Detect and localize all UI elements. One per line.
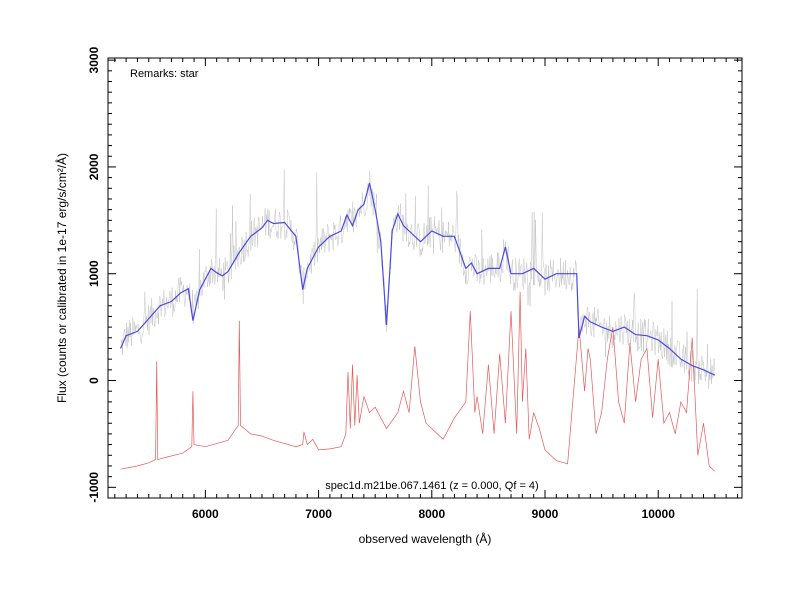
remarks-text: Remarks: star — [130, 68, 199, 80]
raw-spectrum-layer — [120, 169, 716, 389]
y-tick-label: 3000 — [87, 46, 101, 73]
y-tick-label: 2000 — [87, 153, 101, 180]
plot-frame — [107, 57, 743, 499]
y-tick-label: 1000 — [87, 260, 101, 287]
x-tick-label: 8000 — [418, 507, 445, 521]
y-axis-label: Flux (counts or calibrated in 1e-17 erg/… — [54, 153, 69, 403]
sky-spectrum-layer — [120, 291, 716, 472]
tick-labels: 6000 7000 8000 9000 10000 -1000 0 1000 2000 3000 — [87, 46, 675, 521]
y-tick-label: 0 — [87, 377, 101, 384]
sky-spectrum-line — [120, 291, 716, 472]
smoothed-spectrum-layer — [119, 182, 716, 376]
y-tick-label: -1000 — [87, 472, 101, 503]
x-tick-label: 10000 — [642, 507, 676, 521]
x-tick-label: 6000 — [192, 507, 219, 521]
spectrum-caption: spec1d.m21be.067.1461 (z = 0.000, Qf = 4… — [325, 480, 538, 492]
axis-ticks — [108, 58, 742, 498]
x-tick-label: 7000 — [305, 507, 332, 521]
smoothed-spectrum-line — [119, 182, 716, 376]
x-axis-label: observed wavelength (Å) — [359, 531, 492, 546]
raw-spectrum-line — [120, 169, 716, 389]
x-tick-label: 9000 — [532, 507, 559, 521]
